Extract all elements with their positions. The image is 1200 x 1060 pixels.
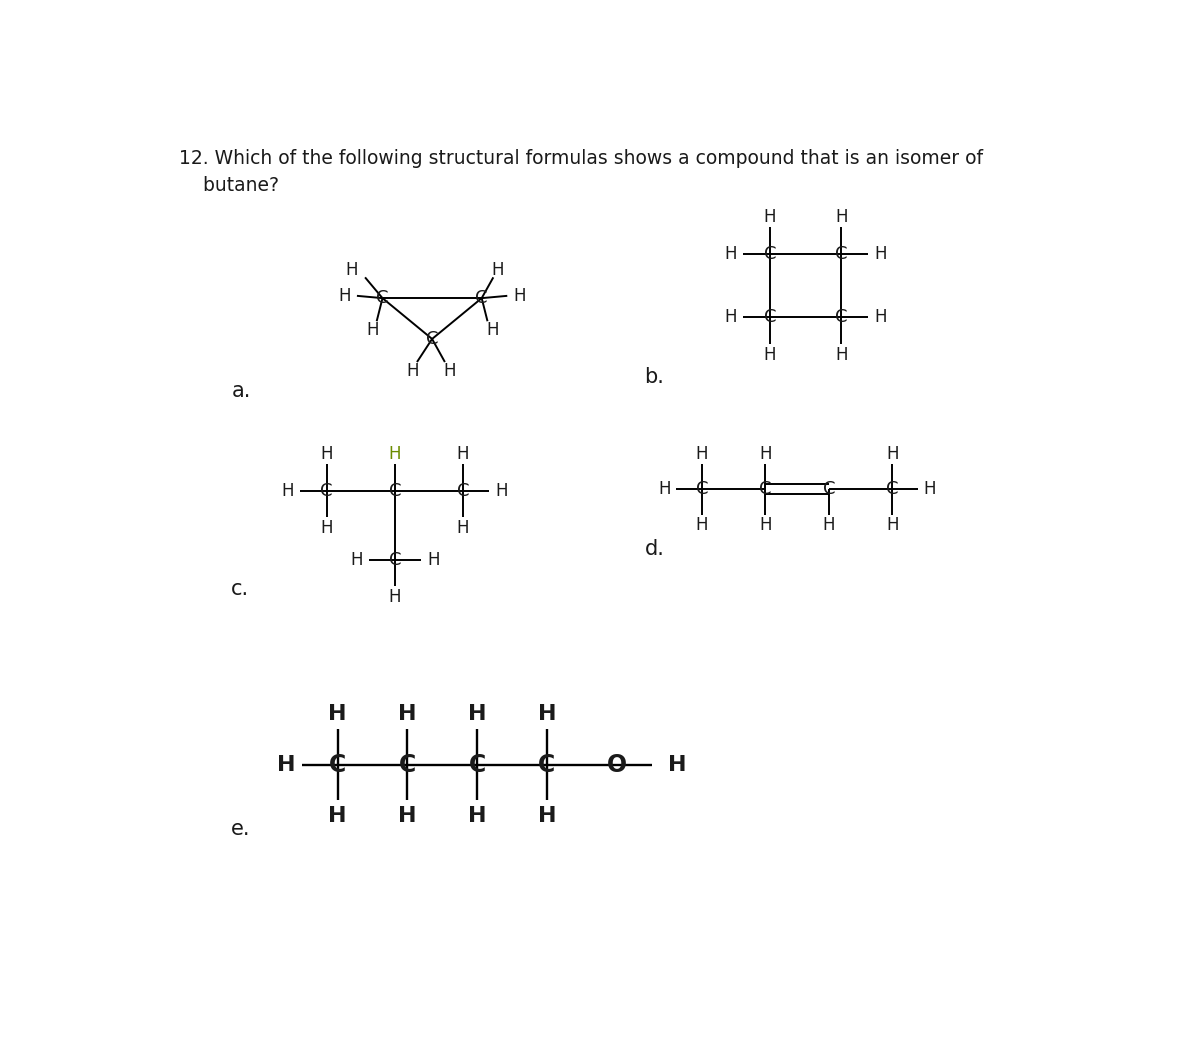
- Text: H: H: [350, 551, 362, 569]
- Text: butane?: butane?: [180, 176, 280, 195]
- Text: H: H: [320, 518, 332, 536]
- Text: 12. Which of the following structural formulas shows a compound that is an isome: 12. Which of the following structural fo…: [180, 148, 984, 167]
- Text: H: H: [924, 480, 936, 498]
- Text: C: C: [468, 753, 486, 777]
- Text: C: C: [696, 480, 708, 498]
- Text: C: C: [760, 480, 772, 498]
- Text: H: H: [538, 806, 556, 826]
- Text: H: H: [886, 445, 899, 462]
- Text: O: O: [606, 753, 626, 777]
- Text: H: H: [282, 481, 294, 499]
- Text: H: H: [329, 704, 347, 724]
- Text: H: H: [398, 704, 416, 724]
- Text: b.: b.: [644, 368, 665, 388]
- Text: H: H: [886, 515, 899, 533]
- Text: H: H: [329, 806, 347, 826]
- Text: H: H: [875, 308, 887, 326]
- Text: H: H: [823, 515, 835, 533]
- Text: H: H: [406, 363, 419, 381]
- Text: H: H: [760, 445, 772, 462]
- Text: C: C: [835, 308, 847, 326]
- Text: H: H: [457, 445, 469, 462]
- Text: H: H: [725, 245, 737, 263]
- Text: C: C: [886, 480, 899, 498]
- Text: H: H: [338, 287, 350, 305]
- Text: H: H: [763, 208, 776, 226]
- Text: C: C: [389, 481, 401, 499]
- Text: H: H: [457, 518, 469, 536]
- Text: H: H: [366, 321, 379, 339]
- Text: H: H: [496, 481, 508, 499]
- Text: H: H: [696, 445, 708, 462]
- Text: C: C: [835, 245, 847, 263]
- Text: H: H: [659, 480, 671, 498]
- Text: H: H: [491, 262, 504, 280]
- Text: H: H: [696, 515, 708, 533]
- Text: e.: e.: [232, 819, 251, 840]
- Text: C: C: [329, 753, 346, 777]
- Text: H: H: [468, 704, 486, 724]
- Text: C: C: [538, 753, 556, 777]
- Text: H: H: [667, 755, 686, 775]
- Text: H: H: [835, 347, 847, 365]
- Text: H: H: [389, 588, 401, 606]
- Text: C: C: [320, 481, 332, 499]
- Text: H: H: [514, 287, 526, 305]
- Text: C: C: [763, 308, 776, 326]
- Text: C: C: [377, 289, 389, 307]
- Text: H: H: [486, 321, 498, 339]
- Text: C: C: [475, 289, 488, 307]
- Text: H: H: [760, 515, 772, 533]
- Text: H: H: [875, 245, 887, 263]
- Text: H: H: [389, 445, 401, 462]
- Text: H: H: [538, 704, 556, 724]
- Text: c.: c.: [232, 579, 250, 599]
- Text: H: H: [443, 363, 456, 381]
- Text: H: H: [725, 308, 737, 326]
- Text: C: C: [389, 551, 401, 569]
- Text: C: C: [426, 330, 438, 348]
- Text: C: C: [398, 753, 416, 777]
- Text: d.: d.: [644, 540, 665, 560]
- Text: H: H: [763, 347, 776, 365]
- Text: H: H: [277, 755, 295, 775]
- Text: H: H: [320, 445, 332, 462]
- Text: a.: a.: [232, 381, 251, 401]
- Text: C: C: [823, 480, 835, 498]
- Text: H: H: [427, 551, 440, 569]
- Text: H: H: [398, 806, 416, 826]
- Text: C: C: [457, 481, 469, 499]
- Text: H: H: [346, 262, 358, 280]
- Text: H: H: [468, 806, 486, 826]
- Text: H: H: [835, 208, 847, 226]
- Text: C: C: [763, 245, 776, 263]
